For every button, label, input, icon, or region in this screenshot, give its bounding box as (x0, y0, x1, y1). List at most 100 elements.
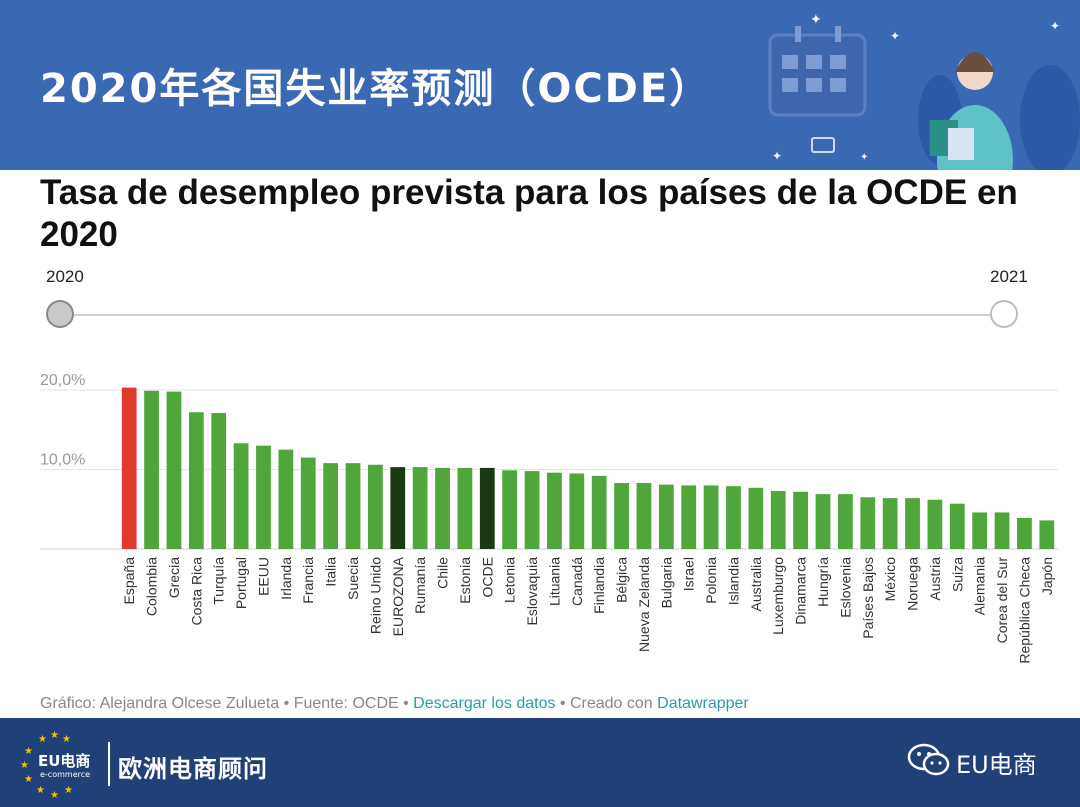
x-tick-label: Polonia (703, 557, 719, 604)
bar-turquía (211, 413, 227, 549)
bar-noruega (905, 498, 920, 549)
x-tick-label: Eslovenia (837, 557, 853, 618)
logo-text: EU电商 (38, 752, 91, 770)
footer-divider (108, 742, 110, 786)
svg-text:★: ★ (20, 760, 29, 771)
bar-italia (323, 463, 339, 549)
bar-colombia (144, 390, 159, 549)
svg-text:★: ★ (38, 734, 47, 745)
x-tick-label: Lituania (546, 557, 562, 606)
x-tick-label: Canadá (569, 557, 585, 606)
svg-text:★: ★ (62, 734, 71, 745)
x-tick-label: España (121, 557, 137, 605)
x-tick-label: Irlanda (278, 557, 294, 600)
bar-estonia (457, 467, 473, 549)
x-tick-label: Turquía (211, 557, 227, 605)
x-tick-label: Islandia (725, 557, 741, 605)
bar-eeuu (256, 445, 271, 549)
x-tick-label: Francia (300, 557, 316, 604)
svg-text:★: ★ (50, 730, 59, 741)
bar-suecia (345, 463, 361, 549)
x-tick-label: Noruega (905, 557, 921, 611)
x-tick-label: Corea del Sur (994, 557, 1010, 644)
x-tick-label: Costa Rica (188, 557, 204, 626)
x-tick-label: Italia (323, 557, 339, 587)
bar-países-bajos (860, 497, 876, 549)
separator: • (279, 695, 294, 712)
slider-handle-2021[interactable] (990, 300, 1018, 328)
bar-ocde (479, 467, 495, 549)
bar-reino-unido (367, 464, 383, 549)
y-tick-label: 20,0% (40, 372, 85, 389)
bar-suiza (949, 503, 965, 549)
svg-text:✦: ✦ (772, 149, 782, 163)
bar-eslovaquia (524, 471, 540, 549)
bar-letonia (502, 470, 518, 549)
bar-bulgaria (658, 484, 674, 549)
x-tick-label: Suecia (345, 557, 361, 600)
svg-text:✦: ✦ (810, 12, 822, 28)
logo-subtitle: e-commerce (40, 770, 91, 779)
x-tick-label: Suiza (949, 557, 965, 592)
x-tick-label: Chile (435, 557, 451, 589)
bar-chile (435, 467, 450, 549)
bar-dinamarca (793, 491, 809, 549)
bar-rumanía (412, 467, 428, 549)
download-data-link[interactable]: Descargar los datos (413, 695, 556, 712)
bar-portugal (233, 443, 249, 549)
bar-canadá (569, 473, 585, 549)
svg-text:★: ★ (24, 774, 33, 785)
bar-japón (1039, 520, 1055, 549)
x-tick-label: México (882, 557, 898, 602)
bar-irlanda (278, 449, 294, 549)
x-tick-label: Finlandia (591, 557, 607, 614)
svg-text:✦: ✦ (860, 152, 868, 163)
x-tick-label: Grecia (166, 557, 182, 598)
datawrapper-link[interactable]: Datawrapper (657, 695, 749, 712)
footer-name: 欧洲电商顾问 (118, 755, 268, 783)
bar-finlandia (591, 475, 607, 549)
x-tick-label: Eslovaquia (524, 557, 540, 626)
x-tick-label: Países Bajos (860, 557, 876, 639)
bar-israel (681, 485, 697, 549)
bar-polonia (703, 485, 719, 549)
x-tick-label: Hungría (815, 557, 831, 607)
x-tick-label: Letonia (502, 557, 518, 603)
x-tick-label: Alemania (972, 557, 988, 616)
shopping-illustration-icon: ✦ ✦ ✦ ✦ ✦ (768, 12, 1080, 170)
created-with-text: Creado con (569, 695, 658, 712)
slider-track[interactable] (68, 314, 1012, 316)
bar-grecia (166, 391, 182, 549)
source-line: Gráfico: Alejandra Olcese Zulueta • Fuen… (40, 695, 749, 713)
chart-title: Tasa de desempleo prevista para los país… (40, 173, 1018, 254)
x-tick-label: EUROZONA (390, 556, 406, 636)
x-tick-label: OCDE (479, 557, 495, 597)
separator: • (555, 695, 570, 712)
bar-chart: 10,0% 20,0% España Colombia Grecia Costa Rica… (40, 372, 1058, 664)
x-tick-label: Bulgaria (658, 557, 674, 609)
x-tick-label: Israel (681, 557, 697, 591)
bar-república-checa (1017, 517, 1032, 549)
bar-lituania (547, 472, 562, 549)
svg-text:★: ★ (64, 785, 73, 796)
year-slider[interactable]: 2020 2021 (0, 265, 1080, 335)
eu-stars-logo-icon: ★ ★ ★ ★★★ ★ ★ ★ (20, 730, 73, 800)
svg-text:★: ★ (50, 790, 59, 800)
svg-text:✦: ✦ (1050, 19, 1060, 33)
x-tick-label: Colombia (144, 557, 160, 616)
x-tick-label: Luxemburgo (770, 557, 786, 635)
separator: • (398, 695, 414, 712)
banner-title: 2020年各国失业率预测（OCDE） (40, 66, 712, 112)
x-tick-label: Rumanía (412, 557, 428, 614)
footer-bar: ★ ★ ★ ★ ★ ★ ★ ★ ★ EU电商 e-commerce 欧洲电商顾问 EU电商 (0, 718, 1080, 807)
slider-handle-2020[interactable] (46, 300, 74, 328)
bar-australia (748, 487, 764, 549)
bar-eslovenia (837, 494, 853, 549)
x-tick-label: Japón (1039, 557, 1055, 595)
source-text: Fuente: OCDE (293, 695, 399, 712)
x-tick-label: Nueva Zelanda (636, 557, 652, 652)
bar-eurozona (390, 467, 406, 549)
x-tick-label: EEUU (255, 557, 271, 596)
bar-nueva-zelanda (636, 483, 652, 549)
footer-brand: EU电商 (956, 751, 1037, 779)
